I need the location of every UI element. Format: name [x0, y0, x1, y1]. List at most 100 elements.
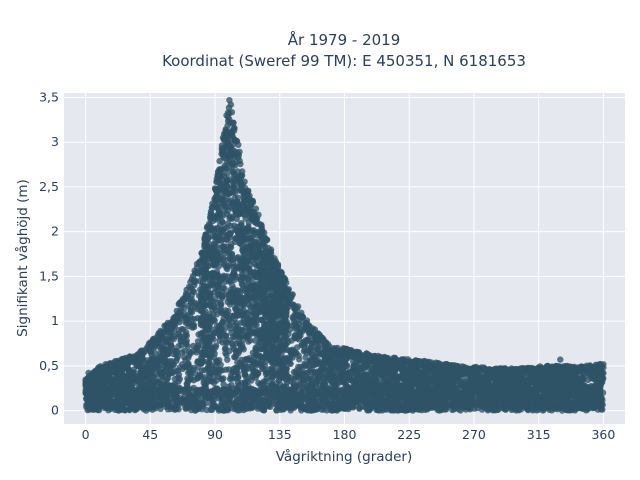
data-point	[465, 403, 473, 411]
data-point	[178, 349, 186, 356]
data-point	[598, 372, 605, 379]
data-point	[421, 373, 428, 380]
data-point	[367, 369, 374, 376]
data-point	[120, 372, 128, 379]
data-point	[165, 362, 172, 369]
data-point	[317, 370, 325, 378]
data-point	[189, 324, 196, 331]
data-point	[497, 380, 505, 387]
data-point	[591, 394, 598, 401]
data-point	[150, 364, 157, 371]
data-point	[584, 376, 592, 384]
data-point	[130, 366, 137, 373]
data-point	[331, 375, 338, 382]
data-point	[216, 157, 223, 165]
data-point	[312, 357, 320, 364]
data-point	[355, 371, 362, 379]
data-point	[370, 380, 378, 387]
data-point	[337, 372, 344, 379]
data-point	[425, 368, 433, 376]
data-point	[413, 381, 420, 388]
data-point	[164, 380, 171, 388]
data-point	[313, 375, 320, 383]
data-point	[164, 348, 171, 355]
data-point	[175, 343, 182, 350]
data-point	[191, 304, 199, 311]
data-point	[136, 369, 144, 376]
data-point	[174, 374, 182, 381]
data-point	[302, 354, 309, 361]
data-point	[115, 374, 122, 381]
data-point	[544, 375, 552, 382]
data-point	[130, 375, 137, 382]
data-point	[452, 374, 459, 381]
data-point	[493, 376, 500, 383]
data-point	[183, 380, 190, 387]
data-point	[551, 375, 558, 383]
data-point	[169, 358, 176, 365]
data-point	[403, 370, 411, 378]
data-point	[92, 386, 99, 393]
data-point	[305, 362, 313, 369]
data-point	[177, 338, 185, 345]
data-point	[193, 344, 200, 352]
data-point	[291, 322, 298, 329]
data-point	[449, 406, 456, 414]
data-point	[401, 379, 408, 387]
data-point	[304, 375, 311, 382]
data-point	[323, 368, 331, 375]
data-point	[305, 345, 312, 352]
data-point	[360, 378, 368, 386]
data-point	[186, 363, 193, 370]
data-point	[109, 386, 117, 393]
data-point	[152, 357, 160, 364]
data-point	[598, 399, 605, 406]
data-point	[164, 374, 172, 382]
data-point	[183, 341, 190, 348]
data-point	[569, 380, 576, 387]
data-point	[158, 372, 166, 379]
data-point	[525, 379, 532, 386]
data-point	[483, 378, 491, 386]
data-point	[393, 378, 400, 385]
data-point	[470, 379, 477, 387]
data-point	[295, 352, 302, 359]
data-point	[363, 362, 370, 370]
data-point	[350, 362, 358, 369]
data-point	[381, 371, 388, 379]
data-point	[187, 349, 194, 357]
data-point	[414, 367, 422, 374]
data-point	[301, 340, 308, 348]
data-point	[322, 356, 330, 364]
data-point	[579, 374, 586, 381]
data-point	[574, 377, 582, 384]
data-point	[171, 385, 178, 392]
data-point	[288, 347, 295, 354]
data-point	[328, 357, 335, 364]
data-point	[532, 376, 539, 383]
data-point	[185, 302, 192, 309]
data-point	[475, 372, 483, 379]
data-point	[103, 373, 110, 380]
data-point	[124, 379, 131, 386]
data-point	[152, 349, 159, 357]
data-point	[291, 332, 298, 340]
data-point	[382, 377, 390, 384]
data-point	[291, 375, 298, 383]
data-point	[140, 363, 147, 370]
data-point	[179, 365, 186, 372]
data-point	[168, 334, 175, 342]
data-point	[145, 372, 152, 380]
data-point	[303, 369, 310, 377]
data-point	[519, 377, 527, 384]
data-point	[431, 372, 438, 380]
data-point	[170, 350, 177, 358]
data-point	[183, 315, 190, 323]
data-point	[304, 336, 311, 343]
data-point	[320, 379, 327, 386]
data-point	[436, 373, 443, 381]
data-point	[192, 370, 199, 377]
data-point	[478, 379, 485, 387]
